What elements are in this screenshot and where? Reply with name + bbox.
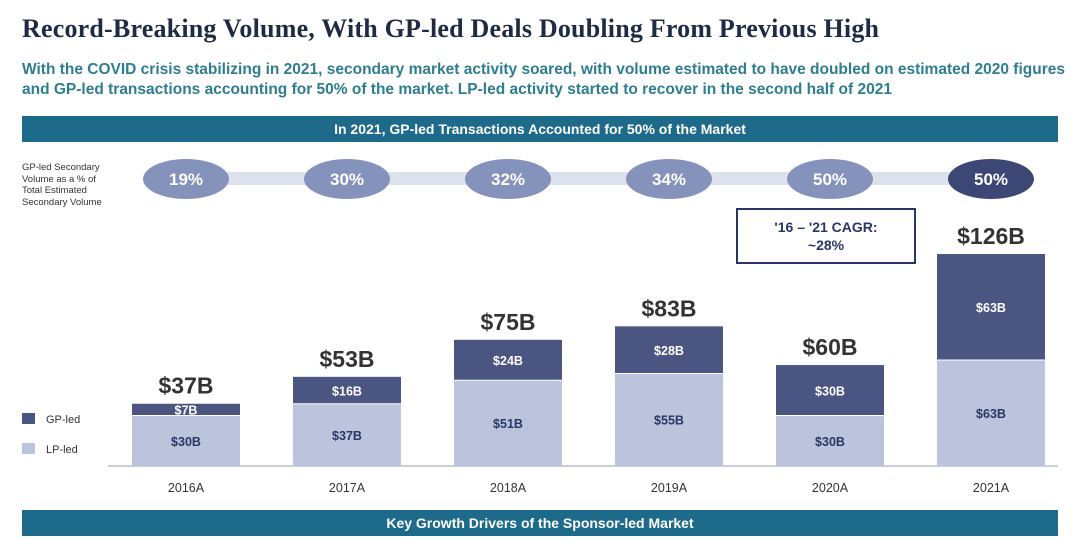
top-banner: In 2021, GP-led Transactions Accounted f… [22, 116, 1058, 142]
bar-gp-led [132, 403, 240, 416]
gp-share-row-label: GP-led Secondary Volume as a % of Total … [22, 162, 102, 208]
label-gp-led: $7B [175, 404, 198, 418]
label-lp-led: $55B [654, 414, 684, 428]
bar-lp-led [132, 415, 240, 466]
gp-share-track [150, 172, 1030, 185]
gp-share-value: 34% [652, 170, 686, 189]
cagr-callout: '16 – '21 CAGR: ~28% [736, 208, 916, 264]
label-gp-led: $30B [815, 384, 845, 398]
x-tick-label: 2017A [329, 481, 366, 495]
total-label: $83B [642, 295, 697, 321]
gp-share-value: 50% [974, 170, 1008, 189]
bar-gp-led [615, 326, 723, 374]
label-lp-led: $51B [493, 417, 523, 431]
legend-swatch-gp-led [22, 413, 35, 424]
gp-share-pill [143, 159, 229, 199]
gp-share-value: 50% [813, 170, 847, 189]
gp-share-pill [304, 159, 390, 199]
gp-share-value: 32% [491, 170, 525, 189]
bottom-banner: Key Growth Drivers of the Sponsor-led Ma… [22, 510, 1058, 536]
total-label: $75B [481, 309, 536, 335]
legend-label-gp-led: GP-led [46, 414, 80, 426]
bar-gp-led [293, 376, 401, 404]
total-label: $37B [159, 373, 214, 399]
total-label: $53B [320, 346, 375, 372]
total-label: $126B [957, 223, 1025, 249]
x-tick-label: 2020A [812, 481, 849, 495]
label-gp-led: $28B [654, 344, 684, 358]
bar-gp-led [776, 365, 884, 416]
x-tick-label: 2018A [490, 481, 527, 495]
label-lp-led: $37B [332, 429, 362, 443]
gp-share-pill [787, 159, 873, 199]
page-title: Record-Breaking Volume, With GP-led Deal… [22, 14, 880, 43]
x-tick-label: 2016A [168, 481, 205, 495]
label-lp-led: $30B [815, 435, 845, 449]
gp-share-value: 30% [330, 170, 364, 189]
label-lp-led: $63B [976, 407, 1006, 421]
legend-swatch-lp-led [22, 443, 35, 454]
page-subtitle: With the COVID crisis stabilizing in 202… [22, 61, 1065, 98]
label-lp-led: $30B [171, 435, 201, 449]
label-gp-led: $63B [976, 301, 1006, 315]
legend-label-lp-led: LP-led [46, 444, 78, 456]
gp-share-pill [948, 159, 1034, 199]
bar-lp-led [615, 373, 723, 466]
x-tick-label: 2019A [651, 481, 688, 495]
gp-share-pill [465, 159, 551, 199]
gp-share-value: 19% [169, 170, 203, 189]
label-gp-led: $16B [332, 384, 362, 398]
total-label: $60B [803, 334, 858, 360]
bar-gp-led [454, 339, 562, 381]
label-gp-led: $24B [493, 354, 523, 368]
bar-gp-led [937, 254, 1045, 360]
bar-lp-led [776, 415, 884, 466]
bar-lp-led [293, 403, 401, 466]
bar-lp-led [454, 380, 562, 466]
x-tick-label: 2021A [973, 481, 1010, 495]
bar-lp-led [937, 360, 1045, 466]
gp-share-pill [626, 159, 712, 199]
